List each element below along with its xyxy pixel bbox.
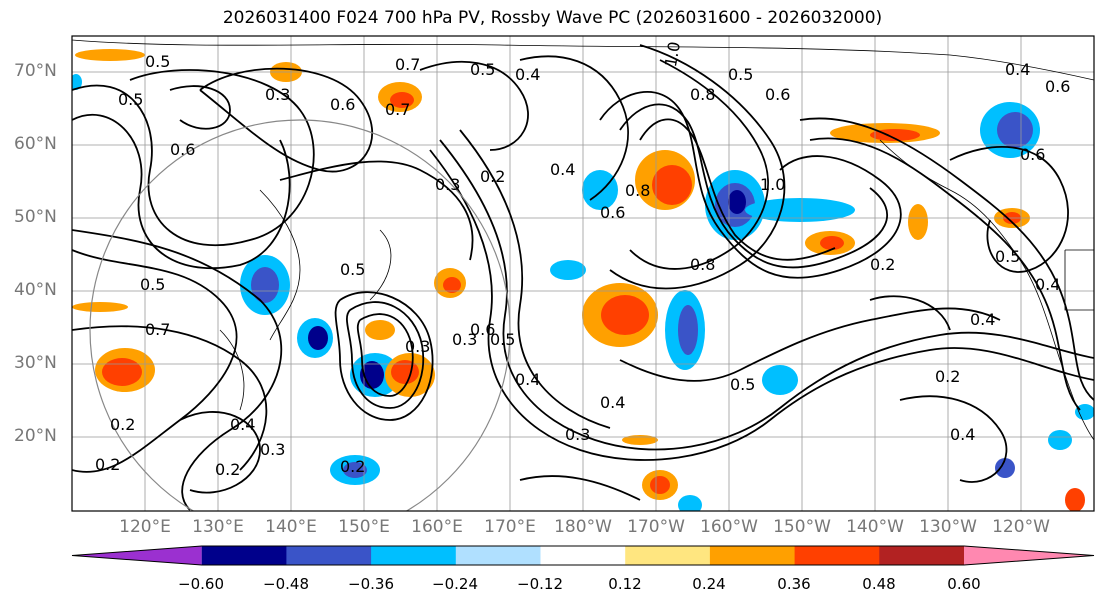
colorbar-segment	[455, 546, 541, 565]
contour-label: 0.5	[118, 90, 143, 109]
contour-label: 0.7	[385, 100, 410, 119]
pv-shading	[72, 49, 1094, 511]
colorbar-segment	[879, 546, 965, 565]
colorbar-tick: −0.60	[178, 575, 224, 593]
contour-label: 1.0	[661, 40, 684, 68]
colorbar-segment	[371, 546, 457, 565]
lon-label: 170°W	[627, 517, 685, 537]
colorbar-tick: 0.24	[692, 575, 726, 593]
reference-circle	[89, 119, 511, 511]
colorbar-outline	[71, 545, 1095, 566]
contour-label: 0.4	[600, 393, 625, 412]
colorbar-tick: 0.36	[777, 575, 811, 593]
contour-label: 0.5	[340, 260, 365, 279]
contour-label: 0.6	[600, 203, 625, 222]
contour-label: 0.2	[935, 367, 960, 386]
colorbar-tick: −0.48	[263, 575, 309, 593]
contour-label: 0.4	[970, 310, 995, 329]
contour-labels: 0.5 0.7 0.5 0.4 1.0 0.4 0.6 0.7 0.6 0.5 …	[95, 40, 1070, 479]
contour-label: 0.5	[490, 330, 515, 349]
contour-label: 0.5	[728, 65, 753, 84]
colorbar-tick: 0.48	[862, 575, 896, 593]
contour-label: 0.4	[515, 370, 540, 389]
colorbar-tick: 0.60	[947, 575, 981, 593]
contour-label: 0.5	[730, 375, 755, 394]
contour-label: 0.7	[145, 320, 170, 339]
lat-label: 30°N	[14, 353, 57, 373]
contour-label: 0.6	[330, 95, 355, 114]
lon-label: 150°W	[773, 517, 831, 537]
lon-label: 140°W	[846, 517, 904, 537]
lat-label: 70°N	[14, 61, 57, 81]
colorbar	[71, 545, 1095, 566]
contour-label: 0.3	[405, 337, 430, 356]
contour-label: 0.8	[690, 255, 715, 274]
lon-label: 180°W	[554, 517, 612, 537]
contour-label: 0.3	[435, 175, 460, 194]
contour-label: 0.6	[1045, 77, 1070, 96]
colorbar-tick: −0.36	[348, 575, 394, 593]
contour-label: 0.2	[215, 460, 240, 479]
lon-label: 160°E	[411, 517, 463, 537]
contour-label: 0.5	[140, 275, 165, 294]
contour-label: 0.3	[260, 440, 285, 459]
contour-label: 0.2	[870, 255, 895, 274]
colorbar-tick: 0.12	[608, 575, 642, 593]
colorbar-segment	[709, 546, 796, 565]
pv-contours	[72, 44, 1094, 511]
contour-label: 0.4	[230, 415, 255, 434]
contour-label: 0.8	[690, 85, 715, 104]
lon-label: 150°E	[338, 517, 390, 537]
contour-label: 0.6	[1020, 145, 1045, 164]
contour-label: 0.8	[625, 181, 650, 200]
contour-label: 0.6	[470, 320, 495, 339]
lon-label: 120°E	[119, 517, 171, 537]
colorbar-tick: −0.24	[432, 575, 478, 593]
colorbar-segment	[286, 546, 372, 565]
colorbar-segment	[540, 546, 626, 565]
colorbar-segment	[625, 546, 711, 565]
map-title: 2026031400 F024 700 hPa PV, Rossby Wave …	[222, 8, 883, 28]
lat-label: 50°N	[14, 207, 57, 227]
contour-label: 1.0	[760, 175, 785, 194]
lon-label: 140°E	[265, 517, 317, 537]
colorbar-extend-max	[964, 546, 1094, 565]
colorbar-segment	[794, 546, 880, 565]
colorbar-tick: −0.12	[517, 575, 563, 593]
contour-label: 0.7	[395, 55, 420, 74]
contour-label: 0.3	[565, 425, 590, 444]
lon-label: 130°E	[192, 517, 244, 537]
lat-label: 40°N	[14, 280, 57, 300]
graticule	[72, 36, 1094, 511]
contour-label: 0.2	[340, 457, 365, 476]
contour-label: 0.2	[480, 167, 505, 186]
colorbar-extend-min	[72, 546, 202, 565]
lon-label: 170°E	[484, 517, 536, 537]
contour-label: 0.5	[995, 247, 1020, 266]
lon-label: 130°W	[919, 517, 977, 537]
map-frame	[71, 35, 1095, 512]
contour-label: 0.6	[765, 85, 790, 104]
lat-label: 20°N	[14, 426, 57, 446]
colorbar-segment	[201, 546, 287, 565]
lon-label: 120°W	[992, 517, 1050, 537]
contour-label: 0.4	[1005, 60, 1030, 79]
contour-label: 0.4	[550, 160, 575, 179]
lon-label: 160°W	[700, 517, 758, 537]
lat-label: 60°N	[14, 134, 57, 154]
contour-label: 0.3	[452, 330, 477, 349]
contour-label: 0.4	[1035, 275, 1060, 294]
contour-label: 0.6	[170, 140, 195, 159]
contour-label: 0.2	[110, 415, 135, 434]
contour-label: 0.5	[145, 52, 170, 71]
contour-label: 0.4	[515, 65, 540, 84]
coastlines	[72, 39, 1094, 441]
contour-label: 0.5	[470, 60, 495, 79]
contour-label: 0.2	[95, 455, 120, 474]
contour-label: 0.3	[265, 85, 290, 104]
contour-label: 0.4	[950, 425, 975, 444]
